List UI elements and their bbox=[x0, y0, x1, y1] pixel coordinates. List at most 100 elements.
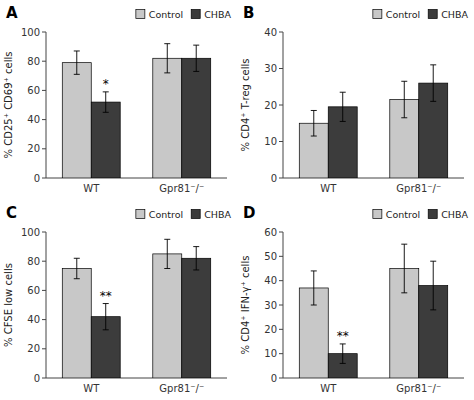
error-stem bbox=[167, 44, 168, 73]
y-tick-label: 60 bbox=[27, 85, 40, 96]
x-tick-label: Gpr81⁻/⁻ bbox=[396, 383, 441, 394]
y-tick bbox=[279, 178, 283, 179]
annotations: ** bbox=[100, 289, 112, 303]
y-tick bbox=[279, 353, 283, 354]
plot-area bbox=[299, 244, 447, 378]
error-bar bbox=[311, 271, 317, 305]
error-cap bbox=[74, 258, 80, 259]
error-stem bbox=[404, 244, 405, 293]
error-stem bbox=[404, 81, 405, 118]
plot-area bbox=[299, 65, 447, 178]
bar bbox=[182, 258, 211, 378]
y-tick-label: 50 bbox=[264, 251, 277, 262]
annotations: ** bbox=[337, 329, 349, 343]
plot-area bbox=[62, 44, 210, 178]
chart-root: A% CD25⁺ CD69⁺ cells020406080100*WTGpr81… bbox=[0, 0, 474, 400]
error-cap bbox=[74, 50, 80, 51]
error-cap bbox=[103, 112, 109, 113]
y-tick-label: 30 bbox=[264, 63, 277, 74]
error-cap bbox=[401, 244, 407, 245]
y-tick-label: 60 bbox=[27, 285, 40, 296]
y-tick-label: 0 bbox=[271, 173, 277, 184]
x-tick-label: WT bbox=[320, 183, 337, 194]
legend-label: Control bbox=[386, 209, 420, 220]
error-cap bbox=[164, 239, 170, 240]
error-stem bbox=[313, 271, 314, 305]
error-cap bbox=[311, 110, 317, 111]
legend: CHBAControl bbox=[373, 209, 469, 220]
error-cap bbox=[340, 92, 346, 93]
y-tick bbox=[42, 319, 46, 320]
error-bar bbox=[340, 344, 346, 363]
x-tick-label: Gpr81⁻/⁻ bbox=[159, 383, 204, 394]
error-bar bbox=[164, 239, 170, 268]
bar bbox=[153, 58, 182, 178]
panel-label: A bbox=[6, 4, 18, 22]
y-axis-label: % CD25⁺ CD69⁺ cells bbox=[3, 52, 14, 159]
error-cap bbox=[103, 329, 109, 330]
y-tick-label: 0 bbox=[34, 173, 40, 184]
plot-area bbox=[62, 239, 210, 378]
y-tick-label: 100 bbox=[21, 227, 40, 238]
x-tick-label: Gpr81⁻/⁻ bbox=[159, 183, 204, 194]
y-tick-label: 0 bbox=[34, 373, 40, 384]
error-bar bbox=[340, 92, 346, 121]
legend-swatch bbox=[428, 210, 437, 219]
y-axis-label: % CFSE low cells bbox=[3, 263, 14, 347]
y-axis-line bbox=[283, 232, 284, 378]
y-tick bbox=[42, 119, 46, 120]
y-tick-label: 80 bbox=[27, 256, 40, 267]
y-tick-label: 40 bbox=[264, 27, 277, 38]
y-tick-label: 60 bbox=[264, 227, 277, 238]
error-cap bbox=[340, 343, 346, 344]
legend-label: Control bbox=[149, 209, 183, 220]
x-tick-label: WT bbox=[83, 183, 100, 194]
y-axis-line bbox=[46, 232, 47, 378]
error-bar bbox=[193, 45, 199, 71]
y-tick bbox=[42, 232, 46, 233]
significance-label: ** bbox=[100, 289, 112, 303]
y-tick-label: 0 bbox=[271, 373, 277, 384]
error-bar bbox=[430, 65, 436, 102]
error-cap bbox=[311, 305, 317, 306]
legend-swatch bbox=[428, 10, 437, 19]
y-tick-label: 20 bbox=[27, 343, 40, 354]
bar bbox=[62, 63, 91, 178]
error-stem bbox=[433, 261, 434, 310]
error-bar bbox=[103, 92, 109, 112]
error-cap bbox=[430, 261, 436, 262]
significance-label: * bbox=[103, 77, 109, 91]
y-tick bbox=[279, 305, 283, 306]
error-bar bbox=[74, 258, 80, 278]
bar bbox=[153, 254, 182, 378]
y-tick-label: 10 bbox=[264, 136, 277, 147]
y-tick-label: 40 bbox=[27, 114, 40, 125]
annotations: * bbox=[103, 77, 109, 91]
error-bar bbox=[311, 110, 317, 136]
y-tick bbox=[279, 32, 283, 33]
y-tick bbox=[42, 290, 46, 291]
x-tick-label: Gpr81⁻/⁻ bbox=[396, 183, 441, 194]
error-bar bbox=[193, 247, 199, 270]
y-tick bbox=[279, 256, 283, 257]
error-stem bbox=[167, 239, 168, 268]
error-stem bbox=[105, 92, 106, 112]
error-cap bbox=[311, 270, 317, 271]
legend-swatch bbox=[191, 10, 200, 19]
y-axis-line bbox=[46, 32, 47, 178]
y-tick bbox=[42, 348, 46, 349]
error-stem bbox=[76, 258, 77, 278]
panel-label: D bbox=[243, 204, 255, 222]
y-tick-label: 40 bbox=[27, 314, 40, 325]
x-tick-label: WT bbox=[83, 383, 100, 394]
error-cap bbox=[401, 292, 407, 293]
legend: CHBAControl bbox=[136, 209, 232, 220]
panel: D% CD4⁺ IFN-γ⁺ cells0102030405060**WTGpr… bbox=[240, 204, 468, 394]
error-stem bbox=[433, 65, 434, 102]
error-cap bbox=[74, 278, 80, 279]
y-tick bbox=[42, 148, 46, 149]
error-cap bbox=[340, 363, 346, 364]
legend-label: Control bbox=[149, 9, 183, 20]
error-bar bbox=[164, 44, 170, 73]
y-axis-label: % CD4⁺ IFN-γ⁺ cells bbox=[240, 256, 251, 355]
